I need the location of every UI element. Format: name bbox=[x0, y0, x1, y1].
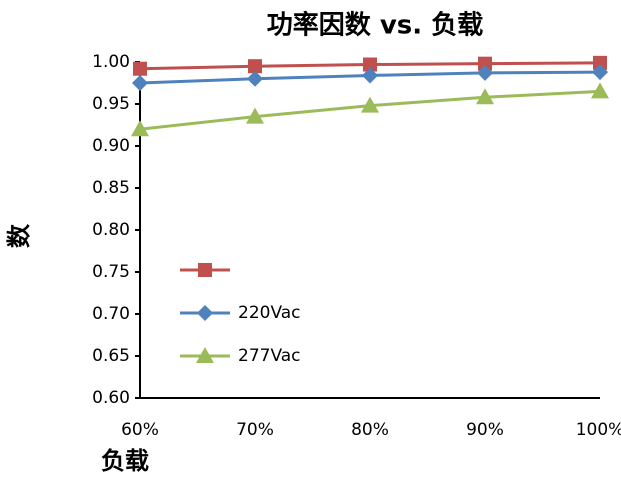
x-tick-label: 90% bbox=[466, 420, 504, 440]
marker bbox=[476, 88, 494, 105]
legend-label: 277Vac bbox=[238, 346, 301, 366]
y-tick-label: 0.80 bbox=[92, 220, 130, 240]
marker bbox=[478, 56, 492, 71]
y-tick-label: 0.70 bbox=[92, 304, 130, 324]
marker bbox=[246, 107, 264, 124]
marker bbox=[133, 61, 147, 76]
x-tick-label: 70% bbox=[236, 420, 274, 440]
marker bbox=[361, 96, 379, 113]
y-axis-label: 数 bbox=[5, 223, 33, 248]
legend-label: 220Vac bbox=[238, 303, 301, 323]
x-axis-label: 负载 bbox=[101, 447, 149, 475]
marker bbox=[197, 305, 213, 321]
marker bbox=[362, 67, 378, 84]
chart-title: 功率因数 vs. 负载 bbox=[267, 10, 483, 41]
marker bbox=[196, 347, 214, 363]
y-tick-label: 0.65 bbox=[92, 346, 130, 366]
y-tick-label: 0.90 bbox=[92, 136, 130, 156]
marker bbox=[592, 64, 608, 81]
marker bbox=[593, 55, 607, 70]
marker bbox=[591, 82, 609, 99]
x-tick-label: 60% bbox=[121, 420, 159, 440]
marker bbox=[132, 75, 148, 91]
y-tick-label: 0.75 bbox=[92, 262, 130, 282]
marker bbox=[477, 64, 493, 81]
x-tick-label: 80% bbox=[351, 420, 389, 440]
y-tick-label: 1.00 bbox=[92, 52, 130, 72]
marker bbox=[363, 57, 377, 72]
marker bbox=[131, 120, 149, 137]
y-tick-label: 0.60 bbox=[92, 388, 130, 408]
marker bbox=[198, 263, 212, 277]
marker bbox=[248, 59, 262, 74]
y-tick-label: 0.95 bbox=[92, 94, 130, 114]
x-tick-label: 100% bbox=[576, 420, 621, 440]
marker bbox=[247, 70, 263, 87]
y-tick-label: 0.85 bbox=[92, 178, 130, 198]
